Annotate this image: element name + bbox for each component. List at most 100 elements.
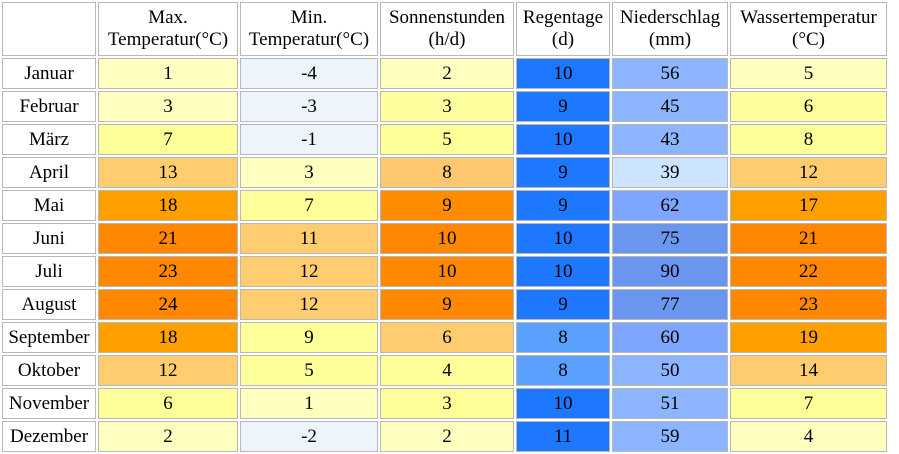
cell-sunshine: 10 bbox=[380, 223, 514, 254]
month-label: Dezember bbox=[2, 421, 96, 452]
cell-max-temp: 18 bbox=[98, 190, 238, 221]
cell-sunshine: 8 bbox=[380, 157, 514, 188]
cell-max-temp: 1 bbox=[98, 58, 238, 89]
cell-min-temp: 3 bbox=[240, 157, 378, 188]
cell-sunshine: 2 bbox=[380, 58, 514, 89]
cell-rain-days: 10 bbox=[516, 223, 610, 254]
column-header-water-temp: Wassertemperatur (°C) bbox=[730, 2, 887, 56]
cell-water-temp: 8 bbox=[730, 124, 887, 155]
column-header-line1: Niederschlag bbox=[619, 7, 721, 28]
month-label: Februar bbox=[2, 91, 96, 122]
table-row: Mai 18 7 9 9 62 17 bbox=[2, 190, 887, 221]
cell-min-temp: 1 bbox=[240, 388, 378, 419]
cell-rain-days: 9 bbox=[516, 289, 610, 320]
cell-precipitation: 51 bbox=[612, 388, 728, 419]
column-header-precipitation: Niederschlag (mm) bbox=[612, 2, 728, 56]
cell-min-temp: 12 bbox=[240, 289, 378, 320]
cell-precipitation: 77 bbox=[612, 289, 728, 320]
cell-precipitation: 39 bbox=[612, 157, 728, 188]
table-row: April 13 3 8 9 39 12 bbox=[2, 157, 887, 188]
table-row: August 24 12 9 9 77 23 bbox=[2, 289, 887, 320]
cell-sunshine: 3 bbox=[380, 388, 514, 419]
cell-max-temp: 2 bbox=[98, 421, 238, 452]
cell-water-temp: 6 bbox=[730, 91, 887, 122]
cell-rain-days: 9 bbox=[516, 91, 610, 122]
cell-min-temp: 9 bbox=[240, 322, 378, 353]
cell-water-temp: 19 bbox=[730, 322, 887, 353]
cell-precipitation: 75 bbox=[612, 223, 728, 254]
month-label: Mai bbox=[2, 190, 96, 221]
month-label: Januar bbox=[2, 58, 96, 89]
cell-max-temp: 18 bbox=[98, 322, 238, 353]
column-header-line2: (°C) bbox=[792, 29, 825, 50]
cell-max-temp: 12 bbox=[98, 355, 238, 386]
cell-precipitation: 90 bbox=[612, 256, 728, 287]
column-header-line1: Min. bbox=[290, 7, 328, 28]
cell-water-temp: 5 bbox=[730, 58, 887, 89]
column-header-line1: Wassertemperatur bbox=[740, 7, 877, 28]
cell-precipitation: 60 bbox=[612, 322, 728, 353]
month-label: August bbox=[2, 289, 96, 320]
cell-rain-days: 9 bbox=[516, 157, 610, 188]
column-header-rain-days: Regentage (d) bbox=[516, 2, 610, 56]
month-label: Oktober bbox=[2, 355, 96, 386]
cell-max-temp: 3 bbox=[98, 91, 238, 122]
header-row: Max. Temperatur(°C) Min. Temperatur(°C) … bbox=[2, 2, 887, 56]
cell-water-temp: 23 bbox=[730, 289, 887, 320]
cell-water-temp: 7 bbox=[730, 388, 887, 419]
cell-water-temp: 4 bbox=[730, 421, 887, 452]
column-header-line2: Temperatur(°C) bbox=[248, 29, 370, 50]
cell-min-temp: 11 bbox=[240, 223, 378, 254]
cell-min-temp: -1 bbox=[240, 124, 378, 155]
cell-sunshine: 4 bbox=[380, 355, 514, 386]
cell-sunshine: 9 bbox=[380, 190, 514, 221]
column-header-max-temp: Max. Temperatur(°C) bbox=[98, 2, 238, 56]
cell-rain-days: 8 bbox=[516, 322, 610, 353]
cell-max-temp: 13 bbox=[98, 157, 238, 188]
cell-max-temp: 6 bbox=[98, 388, 238, 419]
month-label: Juni bbox=[2, 223, 96, 254]
cell-sunshine: 10 bbox=[380, 256, 514, 287]
cell-min-temp: -4 bbox=[240, 58, 378, 89]
cell-precipitation: 59 bbox=[612, 421, 728, 452]
table-row: März 7 -1 5 10 43 8 bbox=[2, 124, 887, 155]
cell-rain-days: 10 bbox=[516, 388, 610, 419]
corner-cell bbox=[2, 2, 96, 56]
column-header-min-temp: Min. Temperatur(°C) bbox=[240, 2, 378, 56]
month-label: Juli bbox=[2, 256, 96, 287]
column-header-line2: Temperatur(°C) bbox=[107, 29, 229, 50]
cell-precipitation: 43 bbox=[612, 124, 728, 155]
cell-sunshine: 2 bbox=[380, 421, 514, 452]
cell-rain-days: 10 bbox=[516, 124, 610, 155]
table-row: Januar 1 -4 2 10 56 5 bbox=[2, 58, 887, 89]
cell-min-temp: -3 bbox=[240, 91, 378, 122]
cell-water-temp: 17 bbox=[730, 190, 887, 221]
month-label: September bbox=[2, 322, 96, 353]
cell-precipitation: 50 bbox=[612, 355, 728, 386]
column-header-line1: Sonnenstunden bbox=[388, 7, 506, 28]
column-header-line2: (d) bbox=[551, 29, 575, 50]
cell-max-temp: 24 bbox=[98, 289, 238, 320]
cell-precipitation: 45 bbox=[612, 91, 728, 122]
cell-water-temp: 14 bbox=[730, 355, 887, 386]
cell-water-temp: 12 bbox=[730, 157, 887, 188]
table-row: Juli 23 12 10 10 90 22 bbox=[2, 256, 887, 287]
cell-sunshine: 9 bbox=[380, 289, 514, 320]
table-row: September 18 9 6 8 60 19 bbox=[2, 322, 887, 353]
cell-sunshine: 5 bbox=[380, 124, 514, 155]
table-row: Dezember 2 -2 2 11 59 4 bbox=[2, 421, 887, 452]
column-header-line1: Max. bbox=[148, 7, 188, 28]
cell-max-temp: 23 bbox=[98, 256, 238, 287]
column-header-line2: (h/d) bbox=[428, 29, 466, 50]
month-label: November bbox=[2, 388, 96, 419]
cell-min-temp: -2 bbox=[240, 421, 378, 452]
cell-max-temp: 21 bbox=[98, 223, 238, 254]
cell-sunshine: 6 bbox=[380, 322, 514, 353]
cell-min-temp: 7 bbox=[240, 190, 378, 221]
table-row: Februar 3 -3 3 9 45 6 bbox=[2, 91, 887, 122]
cell-rain-days: 10 bbox=[516, 256, 610, 287]
column-header-line2: (mm) bbox=[648, 29, 692, 50]
cell-water-temp: 21 bbox=[730, 223, 887, 254]
column-header-sunshine: Sonnenstunden (h/d) bbox=[380, 2, 514, 56]
